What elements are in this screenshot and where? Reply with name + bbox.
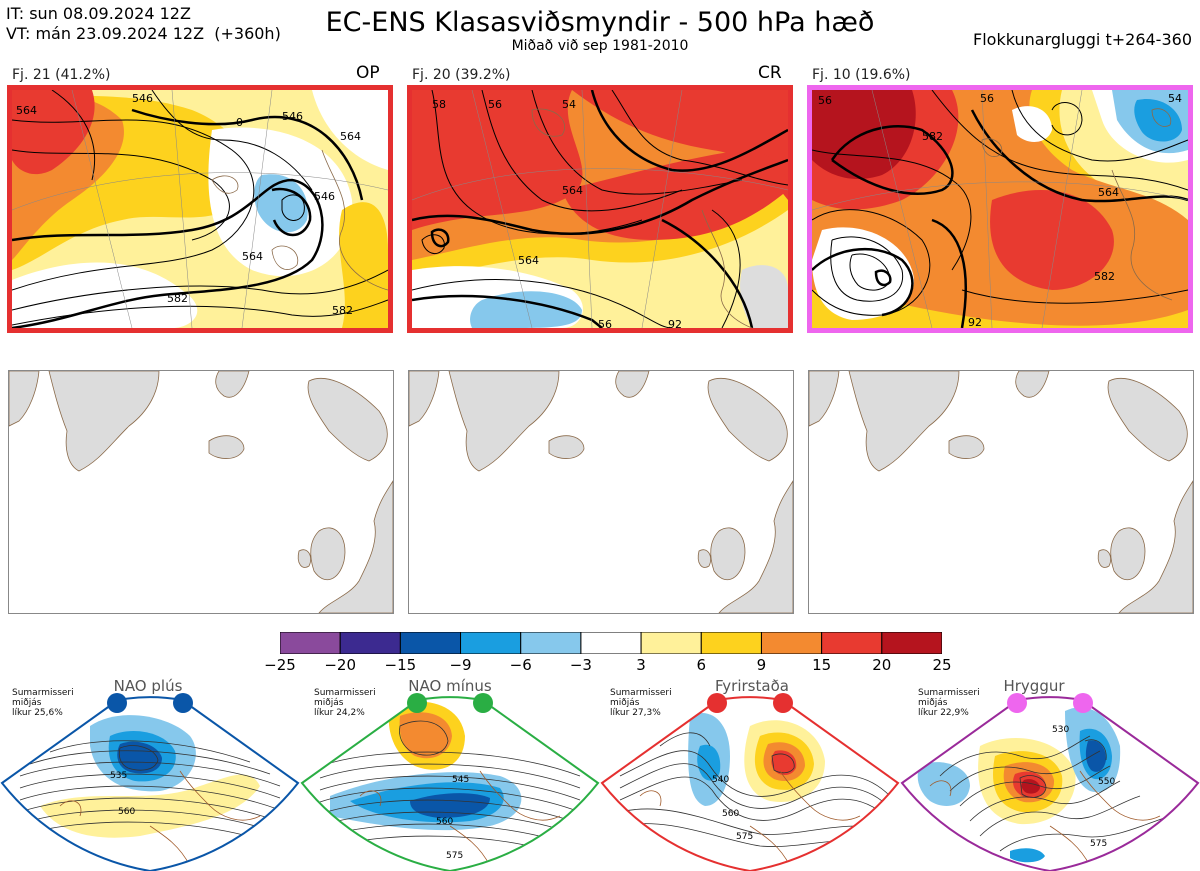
- contour-label: 545: [452, 775, 469, 785]
- regime-meta: Sumarmisseri miðjás líkur 22,9%: [918, 688, 980, 718]
- initial-time: IT: sun 08.09.2024 12Z: [6, 4, 191, 23]
- contour-label: 560: [722, 809, 739, 819]
- regime-ridge: Hryggur Sumarmisseri miðjás líkur 22,9%: [900, 676, 1200, 871]
- regime-name: Fyrirstaða: [715, 677, 789, 695]
- contour-label: 564: [242, 250, 263, 263]
- contour-label: 564: [1098, 186, 1119, 199]
- cluster-3-map: 56 582 54 56 564 582 92: [807, 85, 1193, 333]
- colorbar-tick-label: −25: [264, 656, 296, 674]
- contour-label: 92: [668, 318, 682, 328]
- regime-season: Sumarmisseri: [314, 688, 376, 698]
- contour-label: 56: [598, 318, 612, 328]
- cluster-2-map: 58 56 54 564 564 56 92: [407, 85, 793, 333]
- contour-label: 58: [432, 98, 446, 111]
- regime-name: NAO plús: [113, 677, 183, 695]
- regime-probability: líkur 27,3%: [610, 708, 661, 718]
- regime-probability: líkur 22,9%: [918, 708, 969, 718]
- colorbar-segment: [520, 631, 582, 655]
- regime-median: miðjás: [314, 698, 344, 708]
- contour-label: 92: [968, 316, 982, 328]
- contour-label: 530: [1052, 725, 1069, 735]
- colorbar: [279, 631, 943, 655]
- cluster-1-code: OP: [356, 63, 380, 83]
- contour-label: 582: [332, 304, 353, 317]
- regime-meta: Sumarmisseri miðjás líkur 25,6%: [12, 688, 74, 718]
- contour-label: 564: [518, 254, 539, 267]
- colorbar-tick-label: −15: [384, 656, 417, 674]
- contour-label: 546: [282, 110, 303, 123]
- empty-map-2: [408, 370, 794, 614]
- contour-label: 564: [340, 130, 361, 143]
- colorbar-tick-label: 20: [872, 656, 892, 674]
- regime-season: Sumarmisseri: [12, 688, 74, 698]
- contour-label: 560: [436, 817, 453, 827]
- colorbar-tick-label: −9: [449, 656, 472, 674]
- colorbar-segment: [460, 631, 522, 655]
- regime-name: Hryggur: [1003, 677, 1065, 695]
- contour-label: 575: [736, 832, 753, 842]
- run-info: IT: sun 08.09.2024 12Z VT: mán 23.09.202…: [6, 4, 281, 44]
- contour-label: 575: [446, 851, 463, 861]
- contour-label: 56: [980, 92, 994, 105]
- colorbar-tick-label: −6: [509, 656, 532, 674]
- cluster-2-code: CR: [758, 63, 782, 83]
- regime-median: miðjás: [610, 698, 640, 708]
- colorbar-tick-label: 15: [812, 656, 832, 674]
- cluster-1-map: 564 546 0 546 564 546 564 582 582: [7, 85, 393, 333]
- contour-label: 56: [818, 94, 832, 107]
- contour-label: 56: [488, 98, 502, 111]
- contour-label: 540: [712, 775, 729, 785]
- colorbar-segment: [881, 631, 943, 655]
- colorbar-tick-label: 3: [636, 656, 646, 674]
- colorbar-segment: [700, 631, 762, 655]
- empty-map-3: [808, 370, 1194, 614]
- colorbar-tick-label: −20: [324, 656, 356, 674]
- regime-median: miðjás: [918, 698, 948, 708]
- colorbar-tick-label: 25: [932, 656, 952, 674]
- regime-probability: líkur 25,6%: [12, 708, 63, 718]
- regime-meta: Sumarmisseri miðjás líkur 27,3%: [610, 688, 672, 718]
- regime-season: Sumarmisseri: [918, 688, 980, 698]
- colorbar-tick-label: −3: [569, 656, 592, 674]
- colorbar-segment: [640, 631, 702, 655]
- colorbar-segment: [399, 631, 462, 655]
- colorbar-tick-label: 6: [696, 656, 707, 674]
- valid-time: VT: mán 23.09.2024 12Z (+360h): [6, 24, 281, 43]
- regime-season: Sumarmisseri: [610, 688, 672, 698]
- regime-name: NAO mínus: [408, 677, 492, 695]
- contour-label: 550: [1098, 777, 1115, 787]
- colorbar-segment: [760, 631, 823, 655]
- cluster-1-label: Fj. 21 (41.2%): [12, 67, 111, 83]
- contour-label: 582: [167, 292, 188, 305]
- empty-map-1: [8, 370, 394, 614]
- colorbar-segment: [580, 631, 642, 655]
- regime-blocking: Fyrirstaða Sumarmisseri miðjás líkur 27,…: [600, 676, 900, 871]
- contour-label: 546: [132, 92, 153, 105]
- regime-meta: Sumarmisseri miðjás líkur 24,2%: [314, 688, 376, 718]
- contour-label: 564: [16, 104, 37, 117]
- contour-label: 54: [562, 98, 576, 111]
- cluster-2-label: Fj. 20 (39.2%): [412, 67, 511, 83]
- colorbar-tick-label: 9: [756, 656, 767, 674]
- contour-label: 535: [110, 771, 127, 781]
- regime-probability: líkur 24,2%: [314, 708, 365, 718]
- contour-label: 575: [1090, 839, 1107, 849]
- regime-nao-minus: NAO mínus Sumarmisseri miðjás líkur 24,2…: [300, 676, 600, 871]
- contour-label: 546: [314, 190, 335, 203]
- contour-label: 582: [922, 130, 943, 143]
- contour-label: 0: [236, 116, 243, 129]
- contour-label: 54: [1168, 92, 1182, 105]
- contour-label: 582: [1094, 270, 1115, 283]
- contour-label: 560: [118, 807, 135, 817]
- regime-median: miðjás: [12, 698, 42, 708]
- page-title: EC-ENS Klasasviðsmyndir - 500 hPa hæð: [325, 7, 875, 38]
- contour-label: 564: [562, 184, 583, 197]
- page-subtitle: Miðað við sep 1981-2010: [511, 38, 689, 54]
- colorbar-segment: [339, 631, 401, 655]
- cluster-3-label: Fj. 10 (19.6%): [812, 67, 911, 83]
- colorbar-segment: [279, 631, 341, 655]
- window-label: Flokkunargluggi t+264-360: [973, 30, 1192, 49]
- colorbar-segment: [821, 631, 883, 655]
- regime-nao-plus: NAO plús Sumarmisseri miðjás líkur 25,6%: [0, 676, 300, 871]
